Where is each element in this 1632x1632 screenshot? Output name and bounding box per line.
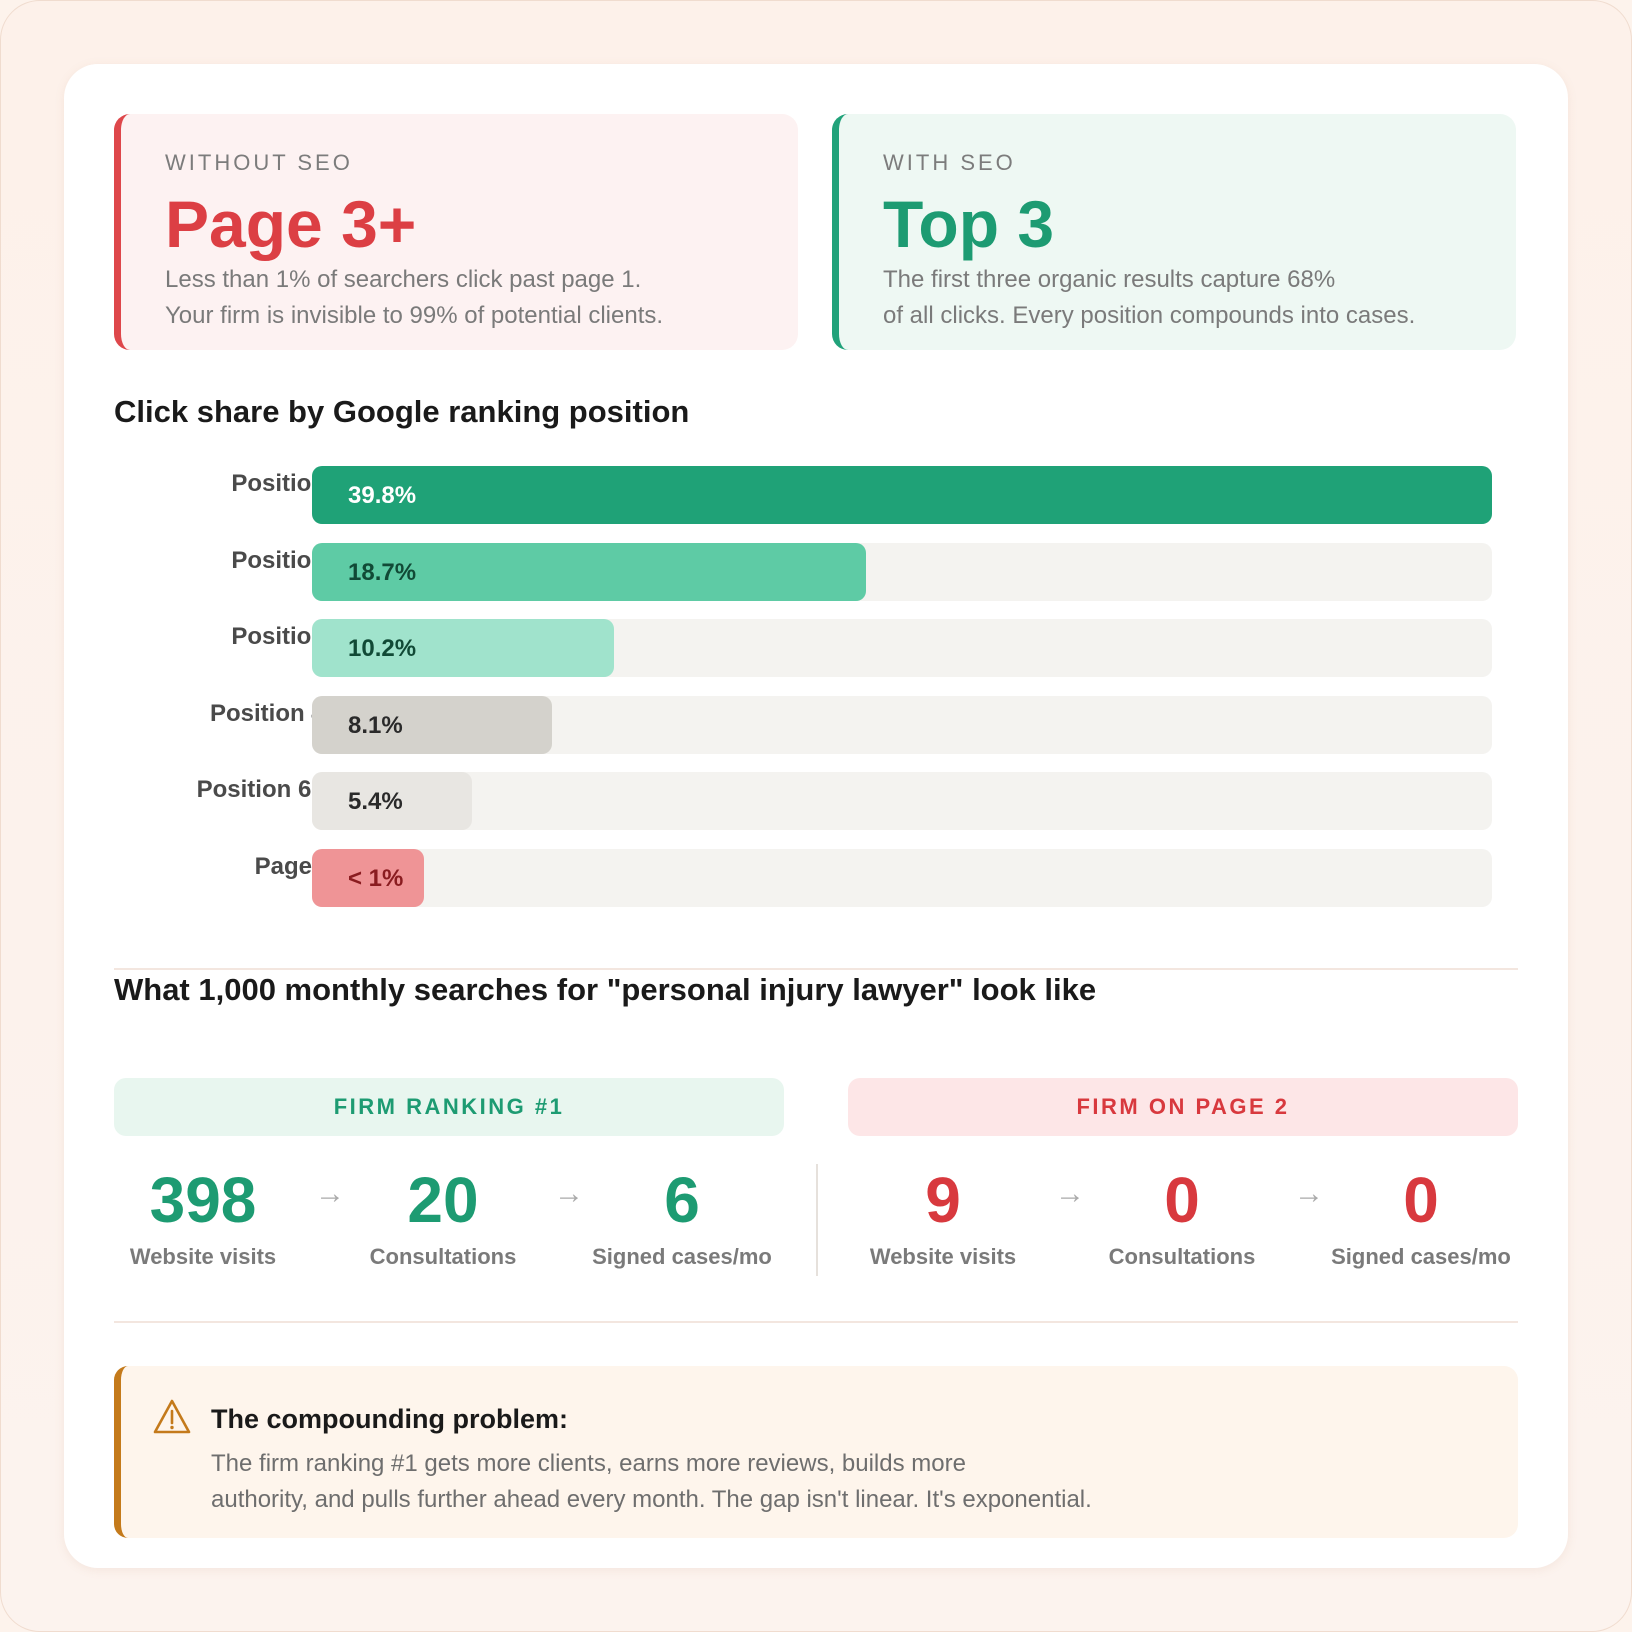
arrow-icon: → <box>315 1177 345 1210</box>
chart-title: Click share by Google ranking position <box>114 394 690 429</box>
with-seo-line1: The first three organic results capture … <box>883 266 1336 293</box>
bad-signed-cases-metric: 0 Signed cases/mo <box>1321 1160 1521 1270</box>
bar-row: Page 2+ < 1% <box>64 849 1568 907</box>
bar-track: 8.1% <box>312 695 1492 754</box>
bar: 8.1% <box>312 695 552 754</box>
bar-row: Position 3 10.2% <box>64 619 1568 678</box>
metric-label: Consultations <box>1108 1244 1256 1269</box>
callout-title: The compounding problem: <box>211 1404 568 1434</box>
with-seo-headline: Top 3 <box>883 187 1055 261</box>
data-label: 18.7% <box>348 558 417 586</box>
warning-icon <box>153 1399 191 1434</box>
with-seo-kicker: WITH SEO <box>883 150 1016 175</box>
arrow-icon: → <box>1294 1177 1324 1210</box>
firm-page-2-badge: FIRM ON PAGE 2 <box>848 1078 1518 1136</box>
good-signed-cases-metric: 6 Signed cases/mo <box>582 1160 782 1270</box>
without-seo-line1: Less than 1% of searchers click past pag… <box>165 266 642 293</box>
arrow-icon: → <box>1055 1177 1085 1210</box>
bar-row: Position 4-5 8.1% <box>64 695 1568 754</box>
bar: 5.4% <box>312 772 472 831</box>
bar: 18.7% <box>312 542 866 601</box>
arrow-icon: → <box>554 1177 584 1210</box>
good-visits-metric: 398 Website visits <box>103 1160 303 1270</box>
metric-value: 6 <box>664 1164 700 1236</box>
bar-track: 39.8% <box>312 466 1492 524</box>
bar: 39.8% <box>312 466 1492 524</box>
bar: 10.2% <box>312 619 614 678</box>
metric-label: Signed cases/mo <box>592 1244 772 1269</box>
with-seo-line2: of all clicks. Every position compounds … <box>883 302 1416 329</box>
data-label: 8.1% <box>348 711 403 739</box>
firm-ranking-1-badge: FIRM RANKING #1 <box>114 1078 784 1136</box>
bar-track: < 1% <box>312 849 1492 907</box>
metric-label: Consultations <box>369 1244 517 1269</box>
without-seo-headline: Page 3+ <box>165 187 417 261</box>
bar-track: 10.2% <box>312 619 1492 678</box>
bar-track: 5.4% <box>312 772 1492 831</box>
bar-row: Position 2 18.7% <box>64 542 1568 601</box>
infographic-card: WITHOUT SEO Page 3+ Less than 1% of sear… <box>64 64 1568 1568</box>
funnel-title-text: What 1,000 monthly searches for "persona… <box>114 972 1097 1007</box>
section-divider <box>114 968 1518 970</box>
metric-value: 0 <box>1164 1164 1200 1236</box>
metric-value: 20 <box>407 1164 479 1236</box>
good-consultations-metric: 20 Consultations <box>343 1160 543 1270</box>
metric-label: Website visits <box>869 1244 1017 1269</box>
callout-line2: authority, and pulls further ahead every… <box>211 1486 1092 1513</box>
data-label: < 1% <box>348 865 404 892</box>
without-seo-line2: Your firm is invisible to 99% of potenti… <box>165 302 664 329</box>
metric-label: Website visits <box>129 1244 277 1269</box>
without-seo-description: Less than 1% of searchers click past pag… <box>165 262 785 334</box>
callout-line1: The firm ranking #1 gets more clients, e… <box>211 1450 966 1477</box>
bar-track: 18.7% <box>312 542 1492 601</box>
data-label: 10.2% <box>348 635 417 663</box>
bad-visits-metric: 9 Website visits <box>843 1160 1043 1270</box>
bar-row: Position 1 39.8% <box>64 466 1568 524</box>
callout-body: The firm ranking #1 gets more clients, e… <box>211 1446 1211 1518</box>
without-seo-kicker: WITHOUT SEO <box>165 150 353 175</box>
without-seo-panel: WITHOUT SEO Page 3+ Less than 1% of sear… <box>114 114 798 350</box>
metric-value: 398 <box>149 1164 257 1236</box>
bar-row: Position 6-10 5.4% <box>64 772 1568 831</box>
data-label: 5.4% <box>348 788 403 816</box>
metric-value: 0 <box>1403 1164 1439 1236</box>
metric-label: Signed cases/mo <box>1331 1244 1511 1269</box>
section-divider <box>114 1321 1518 1323</box>
with-seo-panel: WITH SEO Top 3 The first three organic r… <box>832 114 1516 350</box>
with-seo-description: The first three organic results capture … <box>883 262 1503 334</box>
metric-value: 9 <box>925 1164 961 1236</box>
compounding-problem-callout: The compounding problem: The firm rankin… <box>114 1366 1518 1538</box>
bar: < 1% <box>312 849 424 907</box>
bad-consultations-metric: 0 Consultations <box>1082 1160 1282 1270</box>
funnel-separator <box>816 1164 818 1276</box>
data-label: 39.8% <box>348 482 417 509</box>
